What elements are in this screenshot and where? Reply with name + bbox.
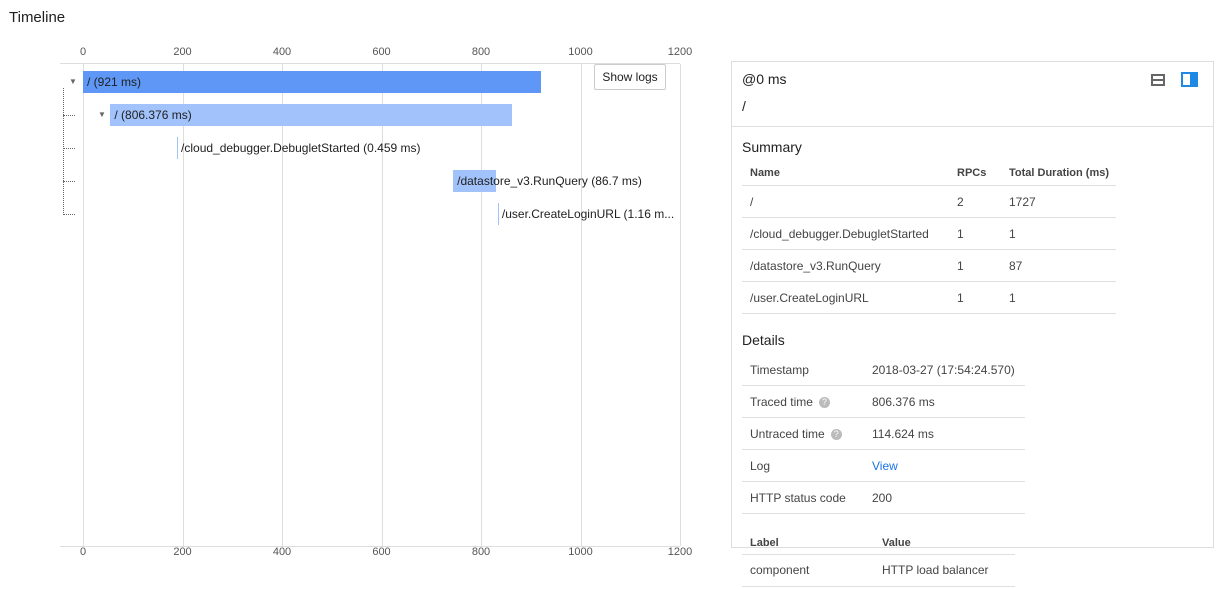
axis-tick-bottom: 1000 [568,546,593,558]
show-logs-button[interactable]: Show logs [594,64,666,90]
span-label: / (921 ms) [87,75,142,89]
span-bar[interactable] [497,203,499,225]
page-title: Timeline [9,9,66,26]
label-header: Label [750,537,779,549]
axis-tick-top: 1000 [568,46,593,58]
summary-cell: / [750,195,754,209]
label-header: Value [882,537,911,549]
detail-key: Log [750,459,771,473]
summary-cell: 1 [957,291,964,305]
span-bar[interactable] [453,170,497,192]
gridline [481,64,482,546]
details-panel: @0 ms / Summary Name RPCs Total Duration (… [731,61,1214,548]
horizontal-layout-icon[interactable] [1151,74,1165,86]
axis-tick-top: 0 [79,46,87,58]
axis-tick-bottom: 0 [79,546,87,558]
axis-tick-top: 400 [272,46,292,58]
summary-cell: 2 [957,195,964,209]
summary-cell: 1 [957,259,964,273]
summary-heading: Summary [742,139,802,155]
tree-connector [63,181,75,182]
help-icon[interactable]: ? [818,397,830,409]
log-view-link[interactable]: View [872,459,898,473]
axis-line [60,546,680,547]
detail-value: 806.376 ms [872,395,935,409]
span-name: / [742,98,746,114]
tree-connector [63,148,75,149]
tree-connector [63,88,64,213]
span-time: @0 ms [742,71,787,87]
collapse-caret-icon[interactable]: ▼ [69,77,77,86]
axis-tick-bottom: 1200 [667,546,693,558]
summary-cell: 1 [957,227,964,241]
summary-cell: /cloud_debugger.DebugletStarted [750,227,929,241]
axis-tick-top: 600 [372,46,391,58]
summary-cell: 1 [1009,227,1016,241]
axis-tick-top: 800 [471,46,491,58]
gridline [580,64,582,546]
detail-value: 2018-03-27 (17:54:24.570) [872,363,1015,377]
summary-cell: /user.CreateLoginURL [750,291,869,305]
gridline [680,64,681,546]
axis-tick-bottom: 400 [272,546,292,558]
summary-header: Name [750,167,780,179]
span-bar[interactable] [110,104,512,126]
axis-tick-top: 1200 [667,46,693,58]
span-label: / (806.376 ms) [114,108,192,122]
label-cell: HTTP load balancer [882,563,989,577]
summary-cell: 1727 [1009,195,1036,209]
detail-key: Traced time? [750,395,830,409]
detail-key: Untraced time? [750,427,842,441]
vertical-layout-icon[interactable] [1181,72,1198,87]
axis-tick-bottom: 600 [372,546,391,558]
label-cell: component [750,563,810,577]
summary-header: RPCs [957,167,987,179]
span-label: /cloud_debugger.DebugletStarted (0.459 m… [181,141,421,155]
detail-key: Timestamp [750,363,809,377]
axis-tick-bottom: 200 [173,546,192,558]
gridline [282,64,283,546]
tree-connector [63,115,75,116]
gridline [381,64,383,546]
help-icon[interactable]: ? [830,429,842,441]
summary-cell: 1 [1009,291,1016,305]
gridline [83,64,84,546]
span-bar[interactable] [83,71,542,93]
summary-cell: /datastore_v3.RunQuery [750,259,881,273]
gridline [182,64,184,546]
detail-value: 200 [872,491,893,505]
summary-header: Total Duration (ms) [1009,167,1110,179]
detail-key: HTTP status code [750,491,846,505]
details-heading: Details [742,332,785,348]
detail-value: 114.624 ms [872,427,934,441]
collapse-caret-icon[interactable]: ▼ [98,110,106,119]
axis-tick-top: 200 [173,46,192,58]
axis-line [60,63,680,64]
span-label: /datastore_v3.RunQuery (86.7 ms) [457,174,642,188]
tree-connector [63,214,75,215]
summary-cell: 87 [1009,259,1023,273]
span-bar[interactable] [177,137,179,159]
axis-tick-bottom: 800 [471,546,491,558]
span-label: /user.CreateLoginURL (1.16 m... [501,207,675,221]
